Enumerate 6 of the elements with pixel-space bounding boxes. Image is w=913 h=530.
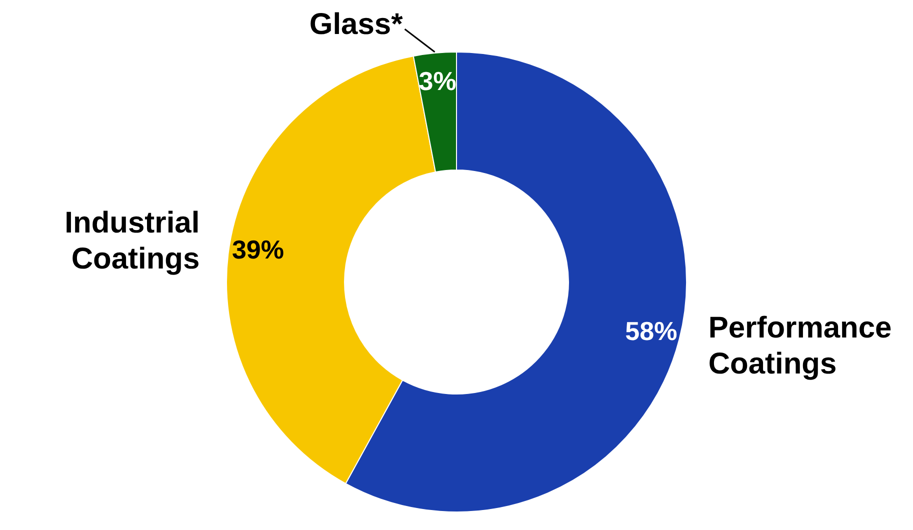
slice-label: Industrial Coatings [64,206,200,276]
slice-label: Glass* [309,8,404,42]
data-label: 39% [232,234,284,265]
slice-label: Performance Coatings [708,312,892,381]
data-label: 58% [625,316,678,346]
data-label: 3% [418,66,456,96]
